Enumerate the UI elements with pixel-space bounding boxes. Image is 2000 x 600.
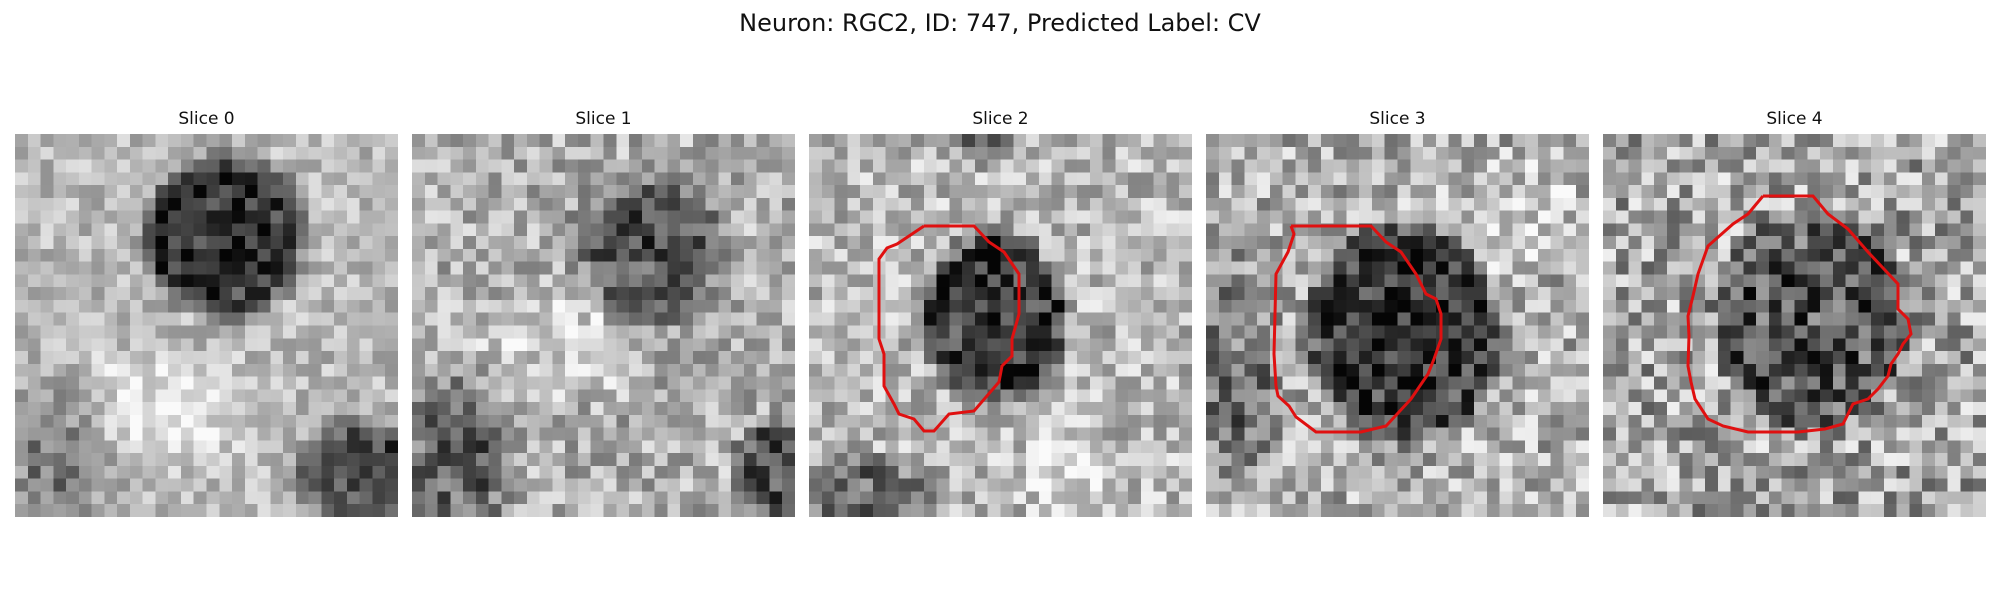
segmentation-contour [1272, 224, 1443, 434]
slice-panel: Slice 3 [1206, 108, 1589, 517]
slice-panel: Slice 1 [412, 108, 795, 517]
segmentation-contour [877, 224, 1021, 433]
slice-title: Slice 2 [972, 109, 1029, 129]
slice-title: Slice 0 [178, 109, 235, 129]
slice-image [15, 134, 398, 517]
slice-title: Slice 4 [1766, 109, 1823, 129]
slice-panel: Slice 4 [1603, 108, 1986, 517]
slice-image [412, 134, 795, 517]
slice-title: Slice 3 [1369, 109, 1426, 129]
slice-image [1206, 134, 1589, 517]
segmentation-contour [1686, 194, 1913, 434]
slice-panel: Slice 2 [809, 108, 1192, 517]
figure-title: Neuron: RGC2, ID: 747, Predicted Label: … [739, 9, 1261, 37]
slice-panel: Slice 0 [15, 108, 398, 517]
slice-title: Slice 1 [575, 109, 632, 129]
slice-image [809, 134, 1192, 517]
slice-image [1603, 134, 1986, 517]
